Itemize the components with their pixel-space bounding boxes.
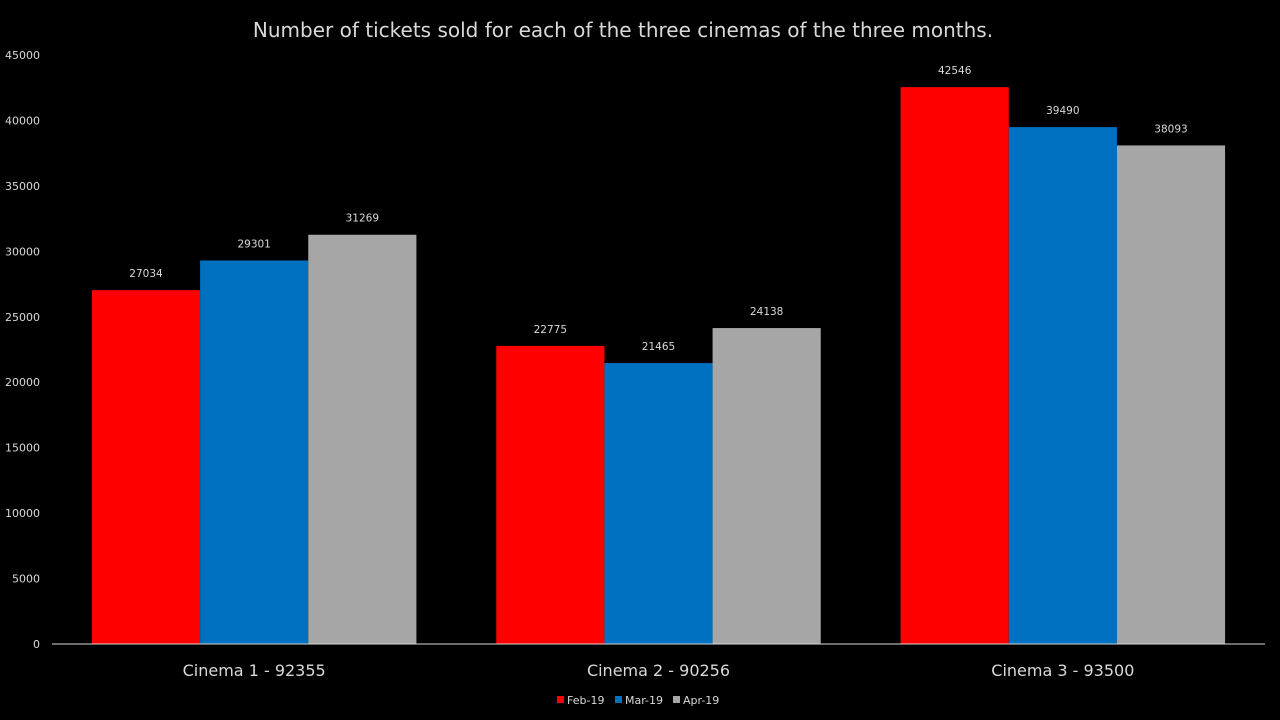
bar-apr-19	[712, 328, 821, 644]
y-tick-label: 0	[33, 638, 40, 651]
data-label: 24138	[750, 306, 783, 318]
legend-swatch	[673, 696, 680, 703]
bars-group	[91, 87, 1226, 645]
bar-feb-19	[496, 345, 605, 644]
chart-title: Number of tickets sold for each of the t…	[253, 18, 993, 42]
x-tick-label: Cinema 3 - 93500	[991, 661, 1134, 680]
legend-swatch	[557, 696, 564, 703]
bar-mar-19	[604, 363, 713, 644]
bar-apr-19	[1116, 145, 1226, 644]
legend-label: Feb-19	[567, 694, 604, 707]
y-tick-label: 35000	[5, 180, 40, 193]
y-tick-label: 5000	[12, 573, 40, 586]
data-label: 31269	[346, 213, 379, 225]
data-label: 29301	[237, 238, 270, 250]
y-tick-label: 25000	[5, 311, 40, 324]
legend-label: Mar-19	[625, 694, 663, 707]
x-tick-label: Cinema 1 - 92355	[183, 661, 326, 680]
legend: Feb-19 Mar-19 Apr-19	[557, 694, 719, 707]
x-axis: Cinema 1 - 92355 Cinema 2 - 90256 Cinema 3…	[183, 661, 1135, 680]
bar-mar-19	[200, 260, 309, 644]
y-tick-label: 10000	[5, 507, 40, 520]
bar-feb-19	[91, 290, 201, 644]
bar-mar-19	[1008, 127, 1117, 645]
legend-swatch	[615, 696, 622, 703]
y-tick-label: 45000	[5, 49, 40, 62]
y-tick-label: 15000	[5, 442, 40, 455]
x-tick-label: Cinema 2 - 90256	[587, 661, 730, 680]
data-label: 27034	[129, 268, 163, 280]
y-tick-label: 20000	[5, 376, 40, 389]
data-label: 38093	[1154, 123, 1187, 135]
bar-apr-19	[308, 234, 417, 645]
data-label: 42546	[938, 65, 972, 77]
data-label: 39490	[1046, 105, 1079, 117]
legend-label: Apr-19	[683, 694, 719, 707]
y-axis: 0 5000 10000 15000 20000 25000 30000 35000 40000…	[5, 49, 40, 651]
y-tick-label: 40000	[5, 114, 40, 127]
data-label: 22775	[534, 324, 567, 336]
data-labels-group: 27034 29301 31269 22775 21465 24138 42546 39490…	[129, 65, 1187, 353]
y-tick-label: 30000	[5, 245, 40, 258]
data-label: 21465	[642, 341, 675, 353]
bar-feb-19	[900, 87, 1009, 645]
